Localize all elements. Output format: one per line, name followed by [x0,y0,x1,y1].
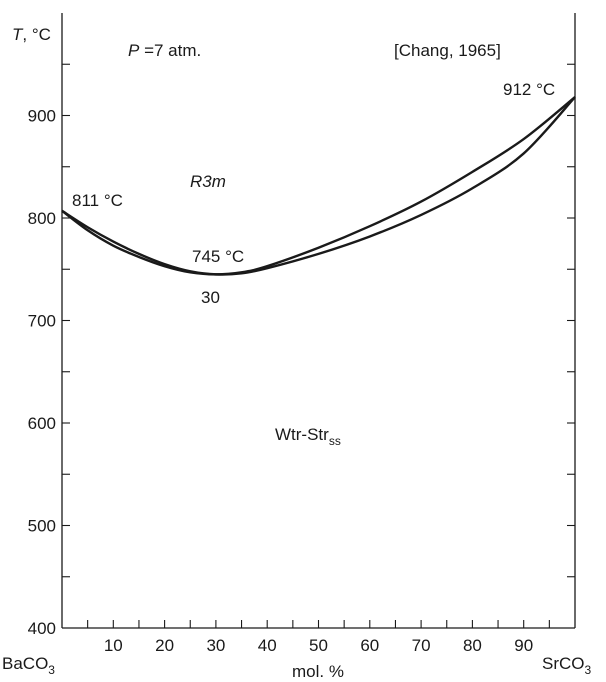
y-tick-label: 800 [28,209,56,228]
phase-boundary-2 [61,96,576,276]
x-tick-label: 80 [463,636,482,655]
x-tick-label: 70 [412,636,431,655]
y-tick-label: 700 [28,312,56,331]
annotation-745: 745 °C [192,247,244,266]
annotation-912: 912 °C [503,80,555,99]
y-tick-label: 600 [28,414,56,433]
x-tick-label: 50 [309,636,328,655]
x-tick-label: 90 [514,636,533,655]
phase-curves [61,96,576,276]
y-tick-label: 500 [28,517,56,536]
phase-label-liquid: R3m [190,172,226,191]
plot-frame [61,13,576,629]
y-axis-label: T, °C [12,25,51,44]
left-endmember-label: BaCO3 [2,654,55,677]
y-tick-label: 900 [28,107,56,126]
y-tick-label: 400 [28,619,56,638]
x-tick-label: 20 [155,636,174,655]
x-axis-label: mol. % [292,662,344,681]
pressure-label: P =7 atm. [128,41,201,60]
x-tick-label: 30 [206,636,225,655]
axis-ticks [62,63,575,628]
source-citation: [Chang, 1965] [394,41,501,60]
axis-tick-labels: 400 500 600 700 800 900 10 20 30 40 50 60 70 80 90 [28,107,534,656]
x-tick-label: 40 [258,636,277,655]
x-tick-label: 60 [360,636,379,655]
annotation-811: 811 °C [72,191,123,210]
annotation-30: 30 [201,288,220,307]
phase-label-solid: Wtr-Strss [275,425,341,448]
x-tick-label: 10 [104,636,123,655]
right-endmember-label: SrCO3 [542,654,592,677]
